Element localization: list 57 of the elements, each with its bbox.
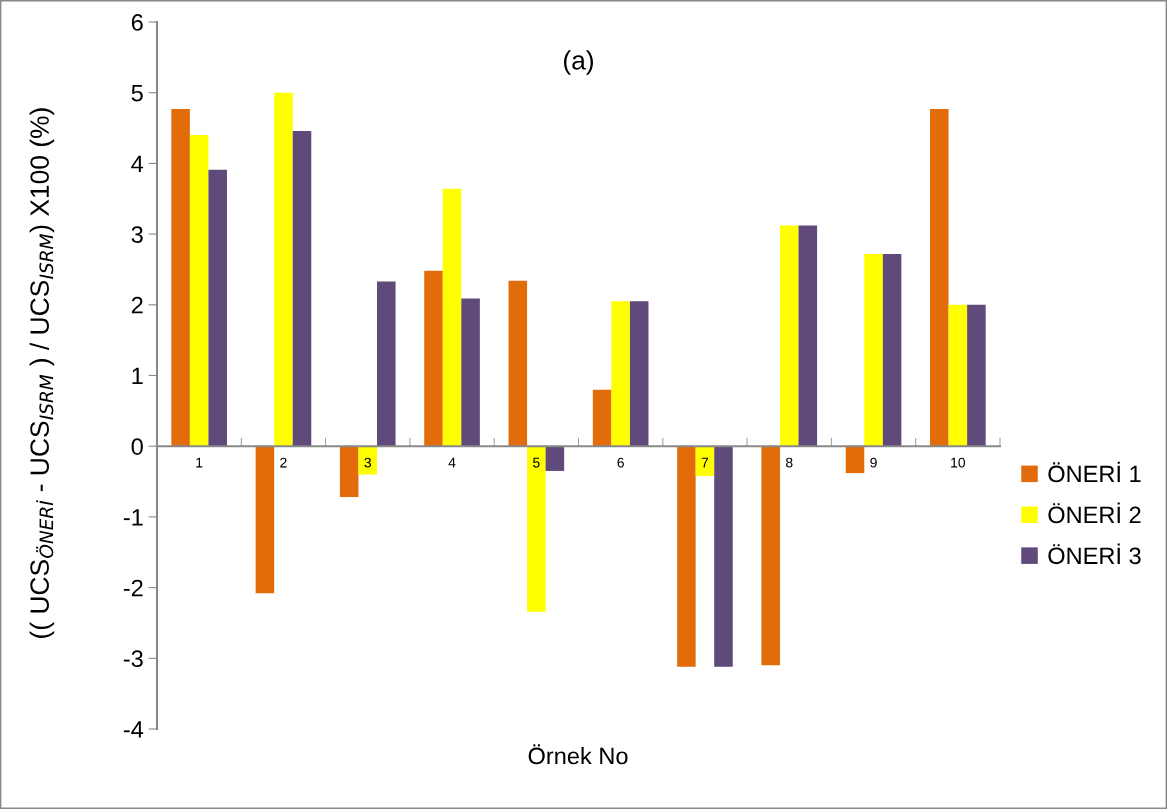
bar xyxy=(461,298,480,447)
x-tick-label: 4 xyxy=(448,457,456,468)
bar xyxy=(424,270,443,447)
bar xyxy=(845,446,865,474)
bar xyxy=(255,446,275,594)
bar xyxy=(930,108,949,447)
legend-label: ÖNERİ 1 xyxy=(1048,461,1141,483)
bar xyxy=(171,108,190,447)
y-tick-label: -4 xyxy=(123,721,144,738)
x-tick-label: 9 xyxy=(870,457,877,468)
y-tick-label: -2 xyxy=(123,579,143,597)
y-tick-label: -3 xyxy=(123,650,143,668)
x-tick-label: 7 xyxy=(701,457,709,468)
x-tick-label: 1 xyxy=(196,457,203,468)
bar xyxy=(508,280,528,447)
legend-label: ÖNERİ 3 xyxy=(1048,543,1141,565)
y-tick-label: 5 xyxy=(131,85,143,102)
bar xyxy=(189,135,209,447)
y-tick-label: 6 xyxy=(131,14,143,31)
x-tick-label: 6 xyxy=(617,457,624,468)
y-tick-label: 2 xyxy=(131,296,143,314)
bar xyxy=(545,446,565,471)
bar xyxy=(695,446,715,476)
bar xyxy=(592,389,612,447)
bar xyxy=(611,301,630,447)
y-axis-title: (( UCS$_{ÖNERİ}$ - UCS$_{ISRM}$ ) / UCS$_{ISRM}$) X100 (%) xyxy=(29,108,55,638)
y-tick-label: 0 xyxy=(131,438,143,455)
bar xyxy=(358,446,378,475)
bar xyxy=(882,253,902,447)
y-tick-label: -1 xyxy=(123,509,143,526)
x-tick-label: 2 xyxy=(280,457,287,468)
bar xyxy=(761,446,780,666)
bar xyxy=(714,446,733,667)
bar xyxy=(629,301,649,447)
bar xyxy=(779,225,799,447)
x-tick-label: 5 xyxy=(533,457,540,468)
y-tick-label: 3 xyxy=(131,226,143,243)
y-tick-label: 4 xyxy=(131,155,144,172)
text: (a) xyxy=(564,50,593,75)
bar xyxy=(208,169,227,447)
bar xyxy=(527,446,546,612)
bar xyxy=(274,92,293,447)
x-tick-label: 10 xyxy=(951,457,966,468)
bar xyxy=(948,304,968,447)
x-tick-label: 3 xyxy=(364,457,371,468)
bar xyxy=(864,253,883,447)
x-tick-label: 8 xyxy=(785,457,793,468)
legend-label: ÖNERİ 2 xyxy=(1048,502,1141,524)
bar xyxy=(798,225,818,447)
bar xyxy=(677,446,696,667)
bar xyxy=(292,130,312,447)
bar xyxy=(377,281,396,447)
x-axis-title: Örnek No xyxy=(528,744,628,765)
bar xyxy=(442,188,462,447)
bar xyxy=(339,446,359,498)
bar xyxy=(967,304,986,447)
y-tick-label: 1 xyxy=(132,367,143,385)
